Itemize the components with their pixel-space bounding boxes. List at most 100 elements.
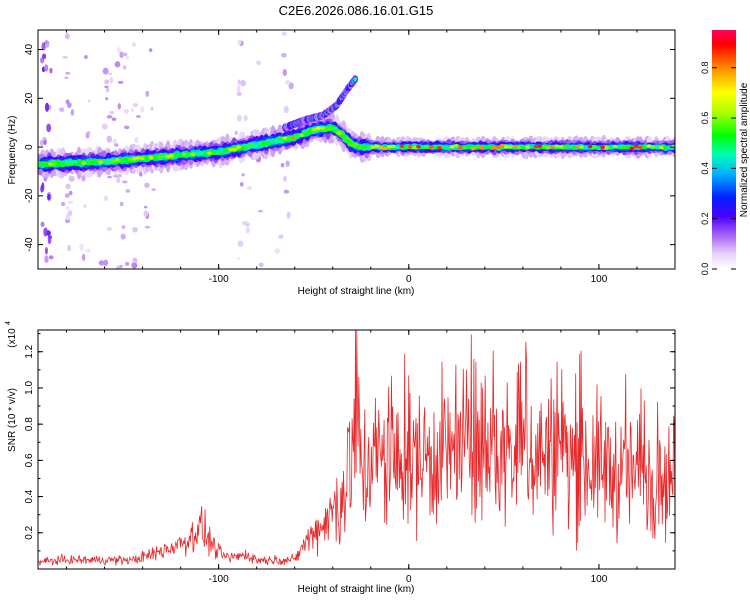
spectrogram-noise-blob <box>117 173 122 178</box>
spectrogram-noise-blob <box>59 107 65 113</box>
spectrogram-noise-blob <box>150 106 154 111</box>
spectrogram-hot-cell <box>115 158 120 162</box>
spectrogram-hot-cell <box>424 145 430 149</box>
spectrogram-hot-cell <box>173 154 179 158</box>
spectrogram-noise-blob <box>106 87 110 93</box>
spectrogram-hot-cell <box>479 146 484 150</box>
spectrogram-noise-blob <box>44 64 49 72</box>
spectrogram-hot-cell <box>575 144 581 149</box>
colorbar-tick-label: 0.4 <box>700 162 710 175</box>
snr-scale-base: (x10 <box>7 328 18 348</box>
spectrogram-hot-cell <box>77 160 83 164</box>
spectrogram-hot-cell <box>102 160 108 164</box>
spectrogram-hot-cell <box>52 162 58 166</box>
spectrogram-hot-cell <box>395 145 401 149</box>
spectrogram-hot-cell <box>286 136 292 140</box>
spectrogram-noise-blob <box>112 138 117 144</box>
spectrogram-noise-blob <box>68 190 73 196</box>
spectrogram-hot-cell <box>248 144 254 148</box>
snr-x-label: Height of straight line (km) <box>298 584 415 595</box>
y-tick-label: -40 <box>24 237 35 252</box>
spectrogram-noise-blob <box>116 47 121 53</box>
spectrogram-hot-cell <box>211 151 217 155</box>
spectrogram-noise-blob <box>131 42 137 48</box>
spectrogram-noise-blob <box>83 204 87 209</box>
spectrogram-hot-cell <box>345 139 350 143</box>
colorbar-tick-label: 0.8 <box>700 61 710 74</box>
spectrogram-noise-blob <box>285 160 290 167</box>
snr-scale-label: (x10 4 <box>5 321 18 348</box>
spectrogram-hot-cell <box>215 151 221 155</box>
spectrogram-hot-cell <box>667 145 673 149</box>
spectrogram-hot-cell <box>332 127 338 131</box>
spectrogram-hot-cell <box>190 152 196 156</box>
spectrogram-noise-blob <box>283 189 290 194</box>
spectrogram-noise-blob <box>240 79 246 87</box>
spectrogram-noise-blob <box>280 162 285 168</box>
spectrogram-noise-blob <box>65 183 72 190</box>
spectrogram-hot-cell <box>366 147 371 151</box>
spectrogram-noise-blob <box>103 195 109 202</box>
spectrogram-hot-cell <box>240 146 246 150</box>
spectrogram-hot-cell <box>265 139 271 143</box>
y-tick-label: 0.2 <box>24 525 35 539</box>
spectrogram-hot-cell <box>654 145 660 149</box>
spectrogram-hot-cell <box>604 146 610 150</box>
spectrogram-hot-cell <box>336 131 342 135</box>
spectrogram-noise-blob <box>67 200 74 204</box>
x-tick-label: 100 <box>591 274 608 285</box>
spectrogram-hot-cell <box>558 145 564 149</box>
spectrogram-noise-blob <box>44 102 50 112</box>
spectrogram-hot-cell <box>43 162 49 166</box>
spectrogram-noise-blob <box>236 257 241 260</box>
spectrogram-noise-blob <box>283 175 287 182</box>
spectrogram-hot-cell <box>433 145 438 150</box>
spectrogram-hot-cell <box>378 145 384 149</box>
spectrogram-hot-cell <box>340 134 346 139</box>
spectrogram-noise-blob <box>236 114 242 122</box>
spectrogram-noise-blob <box>70 109 75 116</box>
spectrogram-hot-cell <box>357 146 363 150</box>
spectrogram-hot-cell <box>73 160 79 164</box>
spectrogram-noise-blob <box>46 123 52 133</box>
y-tick-label: 20 <box>24 92 35 104</box>
colorbar-tick-label: 0.2 <box>700 212 710 225</box>
spectrogram-hot-cell <box>182 152 187 157</box>
spectrogram-hot-cell <box>328 126 334 130</box>
colorbar-ticks: 0.0 0.2 0.4 0.6 0.8 <box>700 61 736 275</box>
spectrogram-noise-blob <box>119 51 124 59</box>
spectrogram-hot-cell <box>407 145 413 149</box>
spectrogram-hot-cell <box>633 144 639 148</box>
spectrogram-hot-cell <box>441 146 447 150</box>
y-tick-label: 0.8 <box>24 417 35 431</box>
spectrogram-hot-cell <box>487 144 493 148</box>
spectrogram-axes: -100 0 100 -40 -20 0 20 40 <box>24 30 676 285</box>
spectrogram-hot-cell <box>596 147 601 151</box>
spectrogram-noise-blob <box>106 135 113 143</box>
spectrogram-hot-cell <box>232 147 238 152</box>
spectrogram-noise-blob <box>255 60 262 66</box>
spectrogram-noise-blob <box>65 71 71 75</box>
spectrogram-noise-blob <box>103 259 109 266</box>
spectrogram-noise-blob <box>109 76 114 84</box>
spectrogram-hot-cell <box>81 161 87 165</box>
spectrogram-noise-blob <box>111 117 117 121</box>
spectrogram-hot-cell <box>583 145 589 149</box>
spectrogram-noise-blob <box>124 108 129 114</box>
spectrogram-noise-blob <box>49 67 53 74</box>
spectrogram-hot-cell <box>566 145 572 149</box>
spectrogram-hot-cell <box>127 157 133 161</box>
spectrogram-hot-cell <box>89 161 95 165</box>
spectrogram-noise-blob <box>122 52 128 57</box>
spectrogram-hot-cell <box>290 136 296 140</box>
spectrogram-hot-cell <box>202 151 208 155</box>
spectrogram-hot-cell <box>353 142 359 146</box>
spectrogram-noise-blob <box>140 106 145 113</box>
spectrogram-hot-cell <box>228 148 233 152</box>
x-tick-label: -100 <box>209 574 229 585</box>
spectrogram-hot-cell <box>269 140 275 144</box>
spectrogram-hot-cell <box>462 146 468 150</box>
spectrogram-x-label: Height of straight line (km) <box>298 286 415 297</box>
spectrogram-noise-blob <box>65 33 70 40</box>
spectrogram-noise-blob <box>47 235 53 240</box>
